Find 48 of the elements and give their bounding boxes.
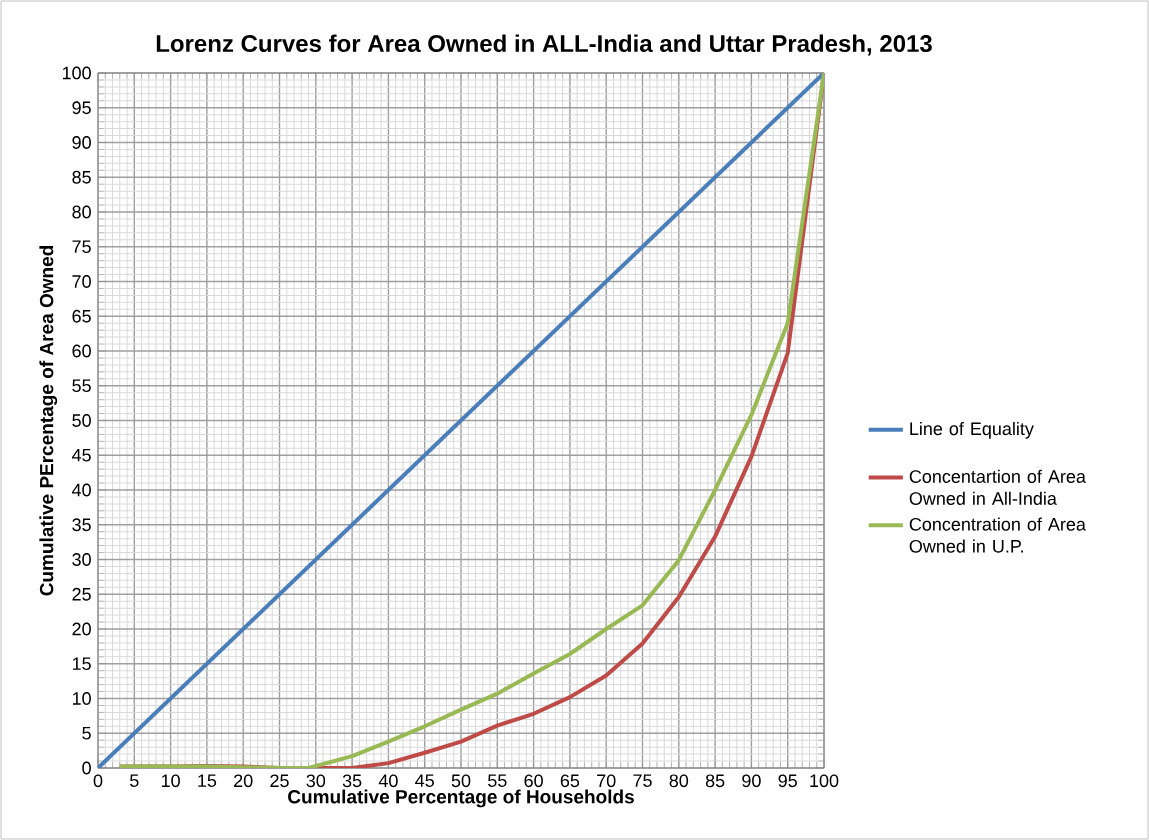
y-tick-label: 15 — [72, 657, 91, 671]
x-tick-label: 20 — [234, 774, 253, 788]
x-tick-label: 100 — [810, 774, 839, 788]
x-tick-label: 30 — [306, 774, 326, 788]
x-tick-label: 90 — [742, 774, 761, 788]
x-tick-label: 85 — [705, 774, 725, 788]
y-tick-label: 25 — [72, 587, 91, 601]
y-tick-label: 20 — [72, 622, 91, 636]
y-tick-label: 75 — [72, 240, 91, 254]
y-tick-label: 90 — [72, 136, 91, 149]
x-tick-label: 15 — [198, 774, 217, 787]
chart-title: Lorenz Curves for Area Owned in ALL-India and Uttar Pradesh, 2013 — [156, 34, 932, 56]
y-tick-label: 45 — [71, 448, 91, 462]
y-tick-label: 100 — [62, 66, 91, 80]
x-tick-label: 75 — [633, 774, 652, 787]
y-tick-label: 80 — [72, 205, 91, 219]
y-tick-label: 10 — [72, 692, 91, 705]
x-tick-label: 40 — [378, 774, 398, 788]
y-tick-label: 5 — [82, 726, 91, 740]
y-tick-label: 55 — [72, 379, 91, 393]
x-tick-label: 65 — [560, 774, 580, 788]
x-tick-label: 50 — [451, 774, 471, 788]
y-tick-label: 70 — [72, 275, 91, 288]
x-tick-label: 60 — [524, 774, 543, 788]
x-tick-label: 0 — [93, 774, 103, 788]
x-tick-label: 95 — [778, 774, 797, 788]
y-tick-label: 50 — [72, 414, 91, 427]
y-axis-title: Cumulative PErcentage of Area Owned — [39, 245, 58, 596]
y-tick-label: 60 — [72, 344, 91, 358]
y-tick-label: 30 — [72, 553, 91, 566]
legend-label: Concentartion of Area Owned in All-India — [909, 469, 1086, 505]
x-axis-title: Cumulative Percentage of Households — [288, 789, 634, 808]
x-tick-label: 55 — [488, 774, 507, 787]
x-tick-label: 70 — [597, 774, 616, 788]
legend-label: Line of Equality — [910, 421, 1034, 439]
x-tick-label: 10 — [161, 774, 180, 788]
x-tick-label: 5 — [130, 774, 139, 787]
x-tick-label: 25 — [270, 774, 289, 788]
y-tick-label: 35 — [72, 518, 91, 532]
x-tick-label: 80 — [669, 774, 689, 788]
x-tick-label: 35 — [342, 774, 362, 788]
x-tick-label: 45 — [415, 774, 434, 787]
y-tick-label: 40 — [71, 483, 91, 497]
legend-label: Concentration of Area Owned in U.P. — [909, 517, 1086, 553]
y-tick-label: 95 — [72, 101, 91, 115]
y-tick-label: 0 — [82, 761, 91, 775]
y-tick-label: 85 — [72, 170, 91, 184]
y-tick-label: 65 — [72, 309, 91, 323]
